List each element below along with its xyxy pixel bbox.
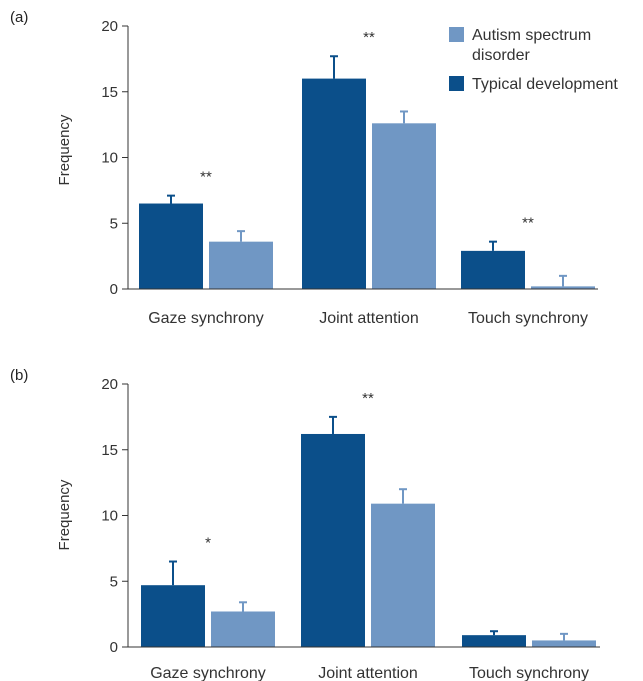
panel-a-bar-asd-1 [372,123,436,289]
panel-a-y-tick-label-2: 10 [101,150,118,167]
legend: Autism spectrum disorder Typical develop… [449,27,618,93]
panel-b-x-tick-label-2: Touch synchrony [469,665,589,681]
legend-label-asd-line1: Autism spectrum [472,27,591,44]
panel-b-significance-0: * [205,535,211,552]
panel-b-y-tick-label-1: 5 [110,573,118,590]
panel-a-y-tick-label-4: 20 [101,18,118,35]
panel-b-bar-typical-0 [141,585,205,647]
panel-a-x-tick-label-0: Gaze synchrony [148,310,264,327]
panel-b-bars: *** [141,390,596,647]
panel-b-bar-typical-1 [301,433,365,647]
legend-label-typical: Typical development [472,76,618,93]
panel-a-bar-asd-2 [531,286,595,289]
panel-a-bar-typical-0 [139,203,203,289]
panel-a-bar-typical-2 [461,250,525,289]
panel-b-significance-1: ** [362,390,374,407]
panel-b-y-tick-label-3: 15 [101,442,118,459]
panel-b-axes: Gaze synchrony Joint attention Touch synch… [101,376,600,681]
panel-a-y-tick-label-3: 15 [101,84,118,101]
panel-a-chart: (a) Frequency ** ** ** Gaze synchrony Joint… [10,9,598,327]
panel-a-significance-1: ** [363,29,375,46]
legend-swatch-asd [449,27,464,42]
legend-swatch-typical [449,76,464,91]
panel-a-bars: ** ** ** [139,29,595,289]
panel-b-chart: (b) Frequency *** Gaze synchrony Joint at… [10,367,600,681]
panel-a-axes: Gaze synchrony Joint attention Touch synch… [101,18,598,327]
panel-a-label: (a) [10,9,28,26]
panel-b-x-tick-label-1: Joint attention [318,665,418,681]
legend-label-asd-line2: disorder [472,47,530,64]
panel-a-y-tick-label-1: 5 [110,215,118,232]
panel-a-significance-0: ** [200,169,212,186]
panel-b-y-tick-label-2: 10 [101,508,118,525]
panel-b-label: (b) [10,367,28,384]
panel-b-y-tick-label-0: 0 [110,639,118,656]
panel-b-x-tick-label-0: Gaze synchrony [150,665,266,681]
panel-b-bar-asd-0 [211,611,275,647]
panel-a-y-axis-title: Frequency [56,114,73,185]
panel-b-bar-asd-1 [371,503,435,647]
panel-a-bar-typical-1 [302,78,366,289]
panel-a-y-tick-label-0: 0 [110,281,118,298]
panel-a-significance-2: ** [522,215,534,232]
panel-b-y-axis-title: Frequency [56,479,73,550]
panel-b-bar-typical-2 [462,635,526,647]
panel-a-x-tick-label-1: Joint attention [319,310,419,327]
panel-b-bar-asd-2 [532,640,596,647]
panel-b-y-tick-label-4: 20 [101,376,118,393]
panel-a-x-tick-label-2: Touch synchrony [468,310,588,327]
panel-a-bar-asd-0 [209,241,273,289]
